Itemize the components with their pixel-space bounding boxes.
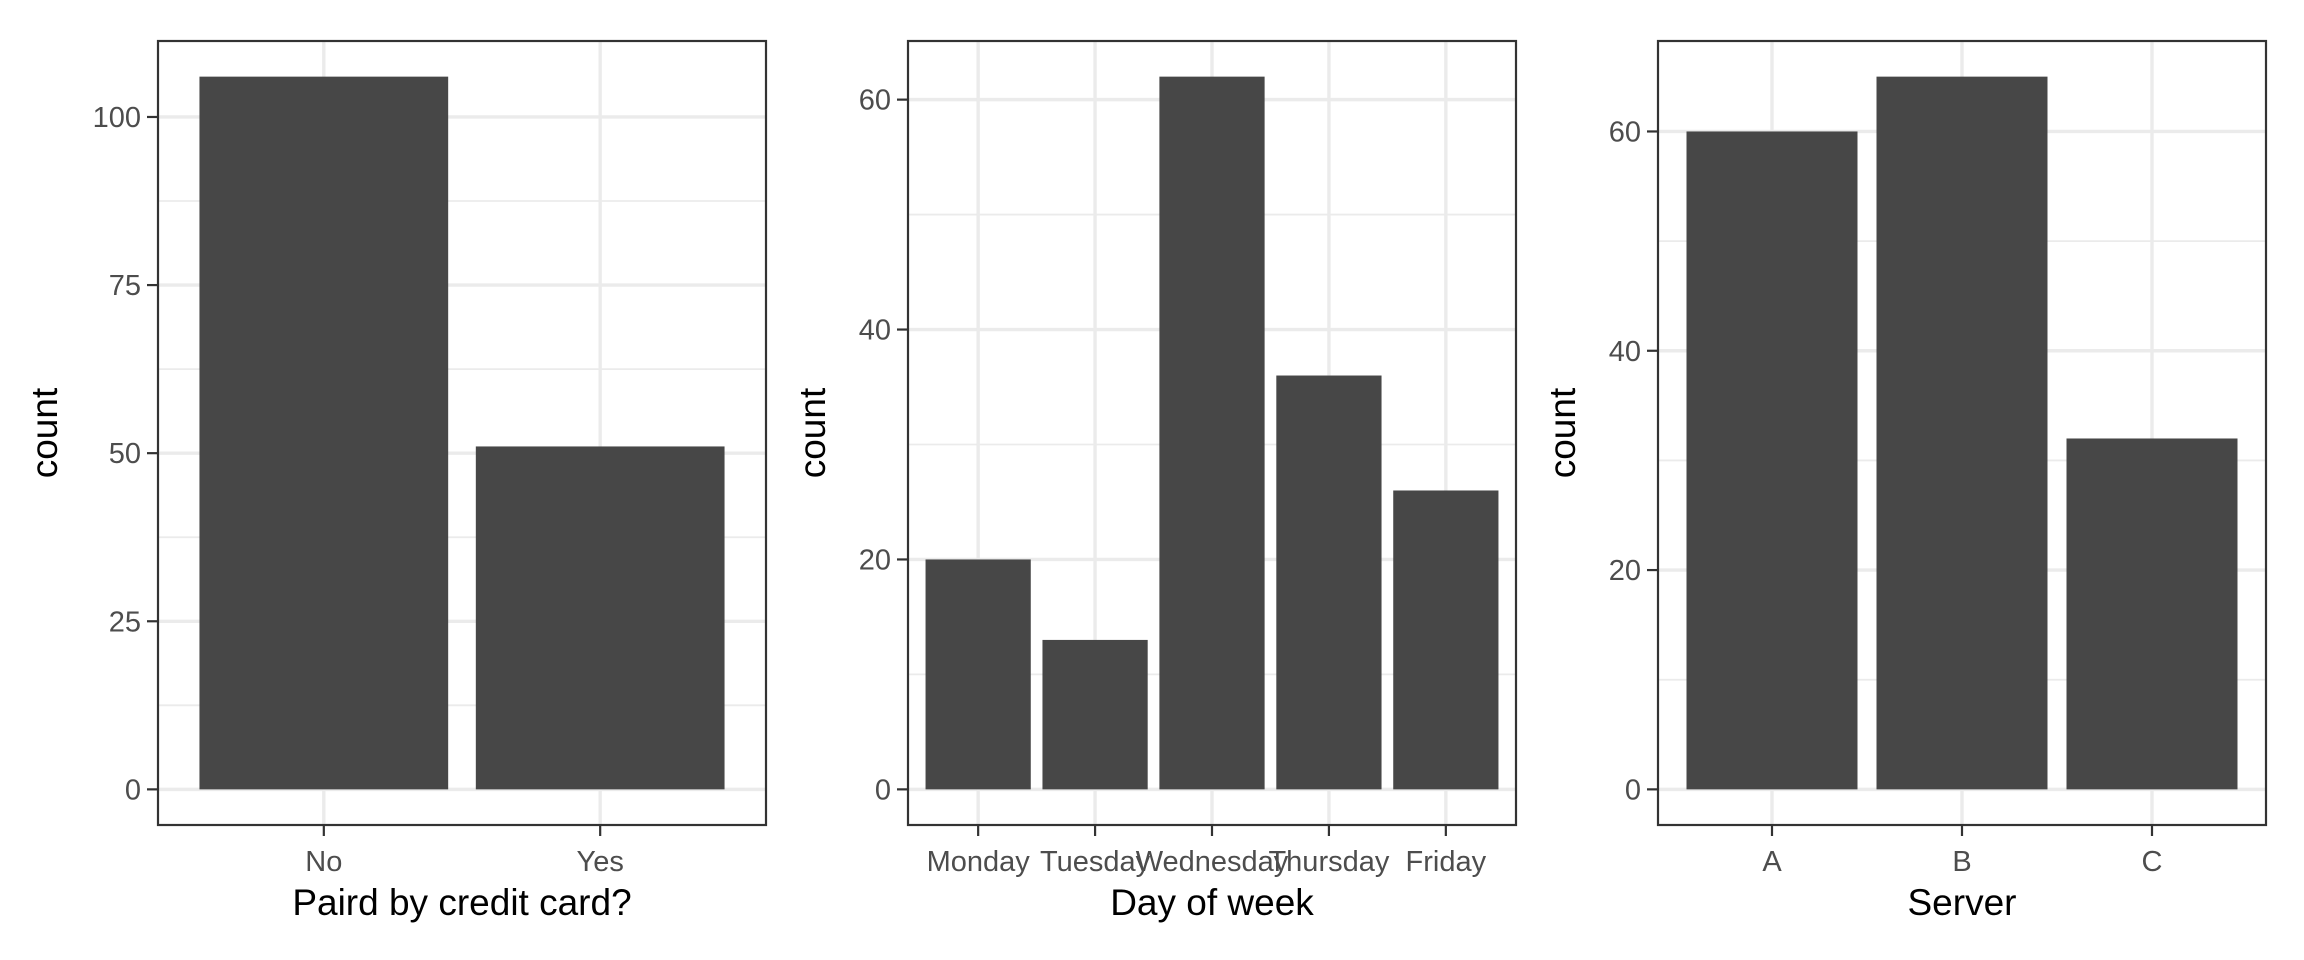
y-axis-title: count <box>792 387 833 478</box>
bar-wednesday <box>1159 76 1265 790</box>
y-axis-title: count <box>1542 387 1583 478</box>
y-tick-label: 40 <box>1609 336 1641 368</box>
x-tick-label: Thursday <box>1268 846 1389 878</box>
y-tick-label: 20 <box>859 544 891 576</box>
y-tick-label: 25 <box>109 606 141 638</box>
x-axis-title: Day of week <box>1110 882 1314 923</box>
x-tick-label: Monday <box>927 846 1031 878</box>
y-tick-label: 0 <box>1625 774 1641 806</box>
y-tick-label: 40 <box>859 315 891 347</box>
panel-credit-card: 0 25 50 75 100 No Yes Paird by credit card? coun… <box>24 39 768 923</box>
y-tick-label: 50 <box>109 438 141 470</box>
panel-server: 0 20 40 60 A B C Server count <box>1542 39 2268 923</box>
bar-yes <box>475 446 725 790</box>
bar-monday <box>925 559 1031 790</box>
y-tick-label: 60 <box>1609 116 1641 148</box>
x-axis-title: Paird by credit card? <box>292 882 631 923</box>
y-axis-title: count <box>24 387 65 478</box>
y-tick-label: 0 <box>875 774 891 806</box>
x-tick-label: Wednesday <box>1136 846 1289 878</box>
bar-friday <box>1393 490 1499 790</box>
bar-a <box>1686 131 1858 790</box>
x-tick-label: A <box>1762 846 1782 878</box>
bar-tuesday <box>1042 639 1148 790</box>
x-tick-label: B <box>1952 846 1971 878</box>
x-tick-label: Yes <box>577 846 624 878</box>
y-tick-label: 60 <box>859 85 891 117</box>
x-tick-label: No <box>305 846 342 878</box>
panel-border <box>156 39 768 827</box>
y-tick-label: 75 <box>109 270 141 302</box>
bar-c <box>2066 438 2238 790</box>
x-axis-title: Server <box>1908 882 2017 923</box>
y-tick-label: 20 <box>1609 555 1641 587</box>
bar-thursday <box>1276 375 1382 790</box>
y-tick-label: 0 <box>125 774 141 806</box>
bar-b <box>1876 76 2048 790</box>
y-tick-label: 100 <box>93 102 141 134</box>
x-tick-label: C <box>2142 846 2163 878</box>
bar-no <box>199 76 449 790</box>
x-tick-label: Tuesday <box>1040 846 1151 878</box>
x-tick-label: Friday <box>1406 846 1487 878</box>
